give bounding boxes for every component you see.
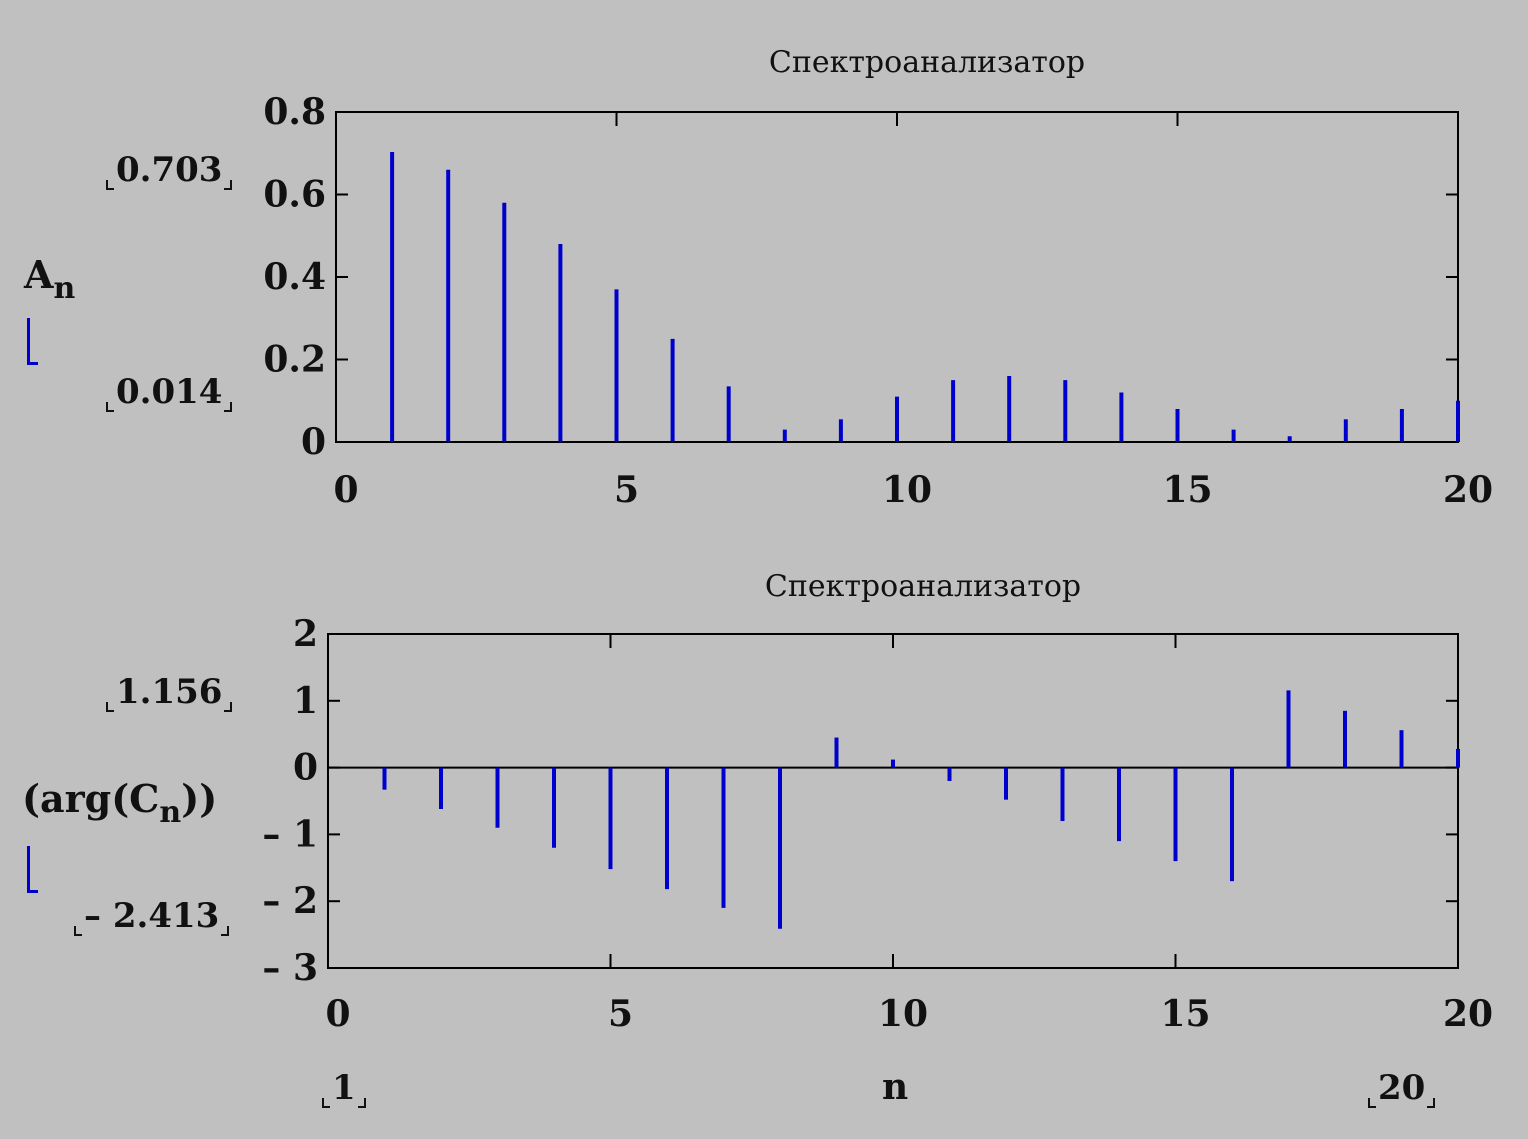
top-chart: Спектроанализатор 0 0.2 0.4 0.6 0.8 0 5 10 15 20 [263, 45, 1493, 511]
bottom-y-tick-label: 2 [293, 613, 318, 655]
x-range-max: 20 [1368, 1068, 1435, 1108]
top-x-tick-label: 10 [882, 469, 932, 511]
top-y-tick-label: 0.4 [263, 256, 326, 298]
top-x-tick-label: 20 [1443, 469, 1493, 511]
bottom-ylabel-post: )) [181, 776, 218, 821]
top-placeholder-marker[interactable] [27, 318, 38, 365]
bottom-limit-min: – 2.413 [74, 896, 229, 936]
bottom-x-tick-label: 5 [608, 993, 633, 1035]
top-x-tick-label: 0 [333, 469, 358, 511]
x-variable-label: n [882, 1066, 909, 1108]
top-y-tick-label: 0.2 [263, 339, 326, 381]
bottom-x-tick-label: 15 [1160, 993, 1210, 1035]
top-y-tick-label: 0 [301, 421, 326, 463]
bottom-x-tick-label: 0 [325, 993, 350, 1035]
top-y-tick-label: 0.8 [263, 91, 326, 133]
bottom-y-tick-label: – 1 [262, 813, 318, 855]
bottom-y-tick-label: – 3 [262, 947, 318, 989]
top-y-tick-label: 0.6 [263, 174, 326, 216]
bottom-x-tick-label: 10 [878, 993, 928, 1035]
bottom-y-axis-label: (arg(Cn)) [22, 776, 217, 830]
bottom-limit-max: 1.156 [106, 672, 232, 712]
bottom-y-tick-label: – 2 [262, 880, 318, 922]
bottom-placeholder-marker[interactable] [27, 846, 38, 893]
x-range-min: 1 [322, 1068, 366, 1108]
bottom-y-tick-label: 0 [293, 747, 318, 789]
top-x-tick-label: 15 [1162, 469, 1212, 511]
top-limit-min: 0.014 [106, 372, 232, 412]
top-x-tick-label: 5 [614, 469, 639, 511]
bottom-y-tick-label: 1 [293, 680, 318, 722]
top-y-axis-label: An [24, 252, 75, 306]
top-limit-max: 0.703 [106, 150, 232, 190]
bottom-chart-title: Спектроанализатор [765, 569, 1081, 604]
bottom-ylabel-sub: n [159, 795, 182, 830]
bottom-x-tick-label: 20 [1443, 993, 1493, 1035]
bottom-ylabel-pre: (arg(C [22, 776, 160, 821]
top-ylabel-sub: n [53, 271, 76, 306]
top-ylabel-main: A [24, 252, 54, 297]
top-chart-title: Спектроанализатор [769, 45, 1085, 80]
